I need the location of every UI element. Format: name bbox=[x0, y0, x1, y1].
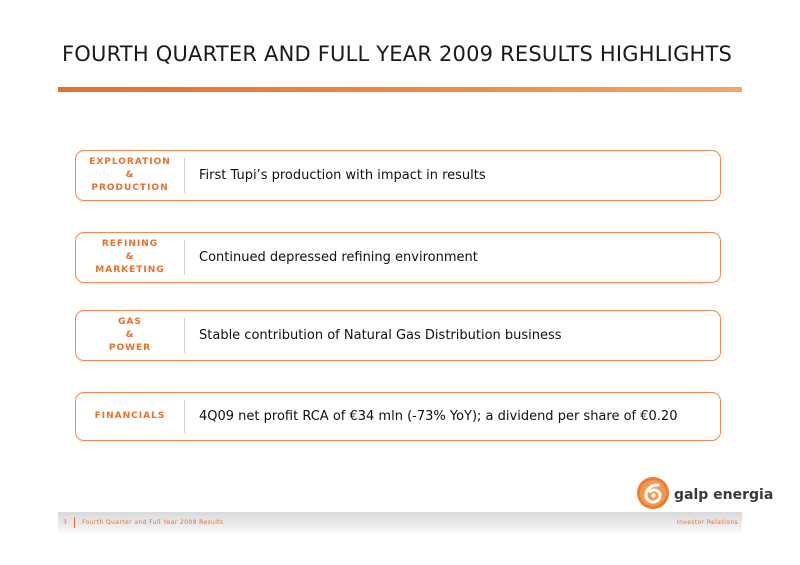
label-line: FINANCIALS bbox=[94, 411, 166, 421]
label-line: EXPLORATION bbox=[89, 157, 171, 167]
divider bbox=[184, 400, 185, 433]
galp-logo-icon bbox=[636, 476, 670, 514]
page-title: FOURTH QUARTER AND FULL YEAR 2009 RESULT… bbox=[62, 42, 733, 66]
footer-department: Investor Relations bbox=[676, 519, 738, 526]
highlight-exploration-production: EXPLORATION & PRODUCTION First Tupi’s pr… bbox=[75, 150, 721, 201]
label-line: & bbox=[125, 330, 135, 340]
highlight-label: REFINING & MARKETING bbox=[76, 233, 184, 282]
label-line: GAS bbox=[118, 317, 142, 327]
highlight-financials: FINANCIALS 4Q09 net profit RCA of €34 ml… bbox=[75, 392, 721, 441]
highlight-label: FINANCIALS bbox=[76, 393, 184, 440]
highlight-label: EXPLORATION & PRODUCTION bbox=[76, 151, 184, 200]
label-line: & bbox=[125, 252, 135, 262]
title-underline bbox=[58, 87, 742, 92]
footer-divider bbox=[74, 517, 75, 528]
highlight-refining-marketing: REFINING & MARKETING Continued depressed… bbox=[75, 232, 721, 283]
label-line: MARKETING bbox=[95, 265, 165, 275]
logo-text: galp energia bbox=[674, 487, 774, 503]
highlight-gas-power: GAS & POWER Stable contribution of Natur… bbox=[75, 310, 721, 361]
highlight-text: Stable contribution of Natural Gas Distr… bbox=[199, 328, 562, 343]
label-line: & bbox=[125, 170, 135, 180]
highlight-text: 4Q09 net profit RCA of €34 mln (-73% YoY… bbox=[199, 409, 678, 424]
divider bbox=[184, 240, 185, 275]
label-line: POWER bbox=[108, 343, 152, 353]
divider bbox=[184, 318, 185, 353]
footer: 3 Fourth Quarter and Full Year 2009 Resu… bbox=[58, 512, 742, 534]
footer-title: Fourth Quarter and Full Year 2009 Result… bbox=[82, 519, 224, 526]
label-line: PRODUCTION bbox=[91, 183, 169, 193]
label-line: REFINING bbox=[101, 239, 159, 249]
highlight-text: First Tupi’s production with impact in r… bbox=[199, 168, 486, 183]
highlight-text: Continued depressed refining environment bbox=[199, 250, 478, 265]
company-logo: galp energia bbox=[636, 476, 773, 514]
highlight-label: GAS & POWER bbox=[76, 311, 184, 360]
divider bbox=[184, 158, 185, 193]
page-number: 3 bbox=[63, 519, 67, 526]
